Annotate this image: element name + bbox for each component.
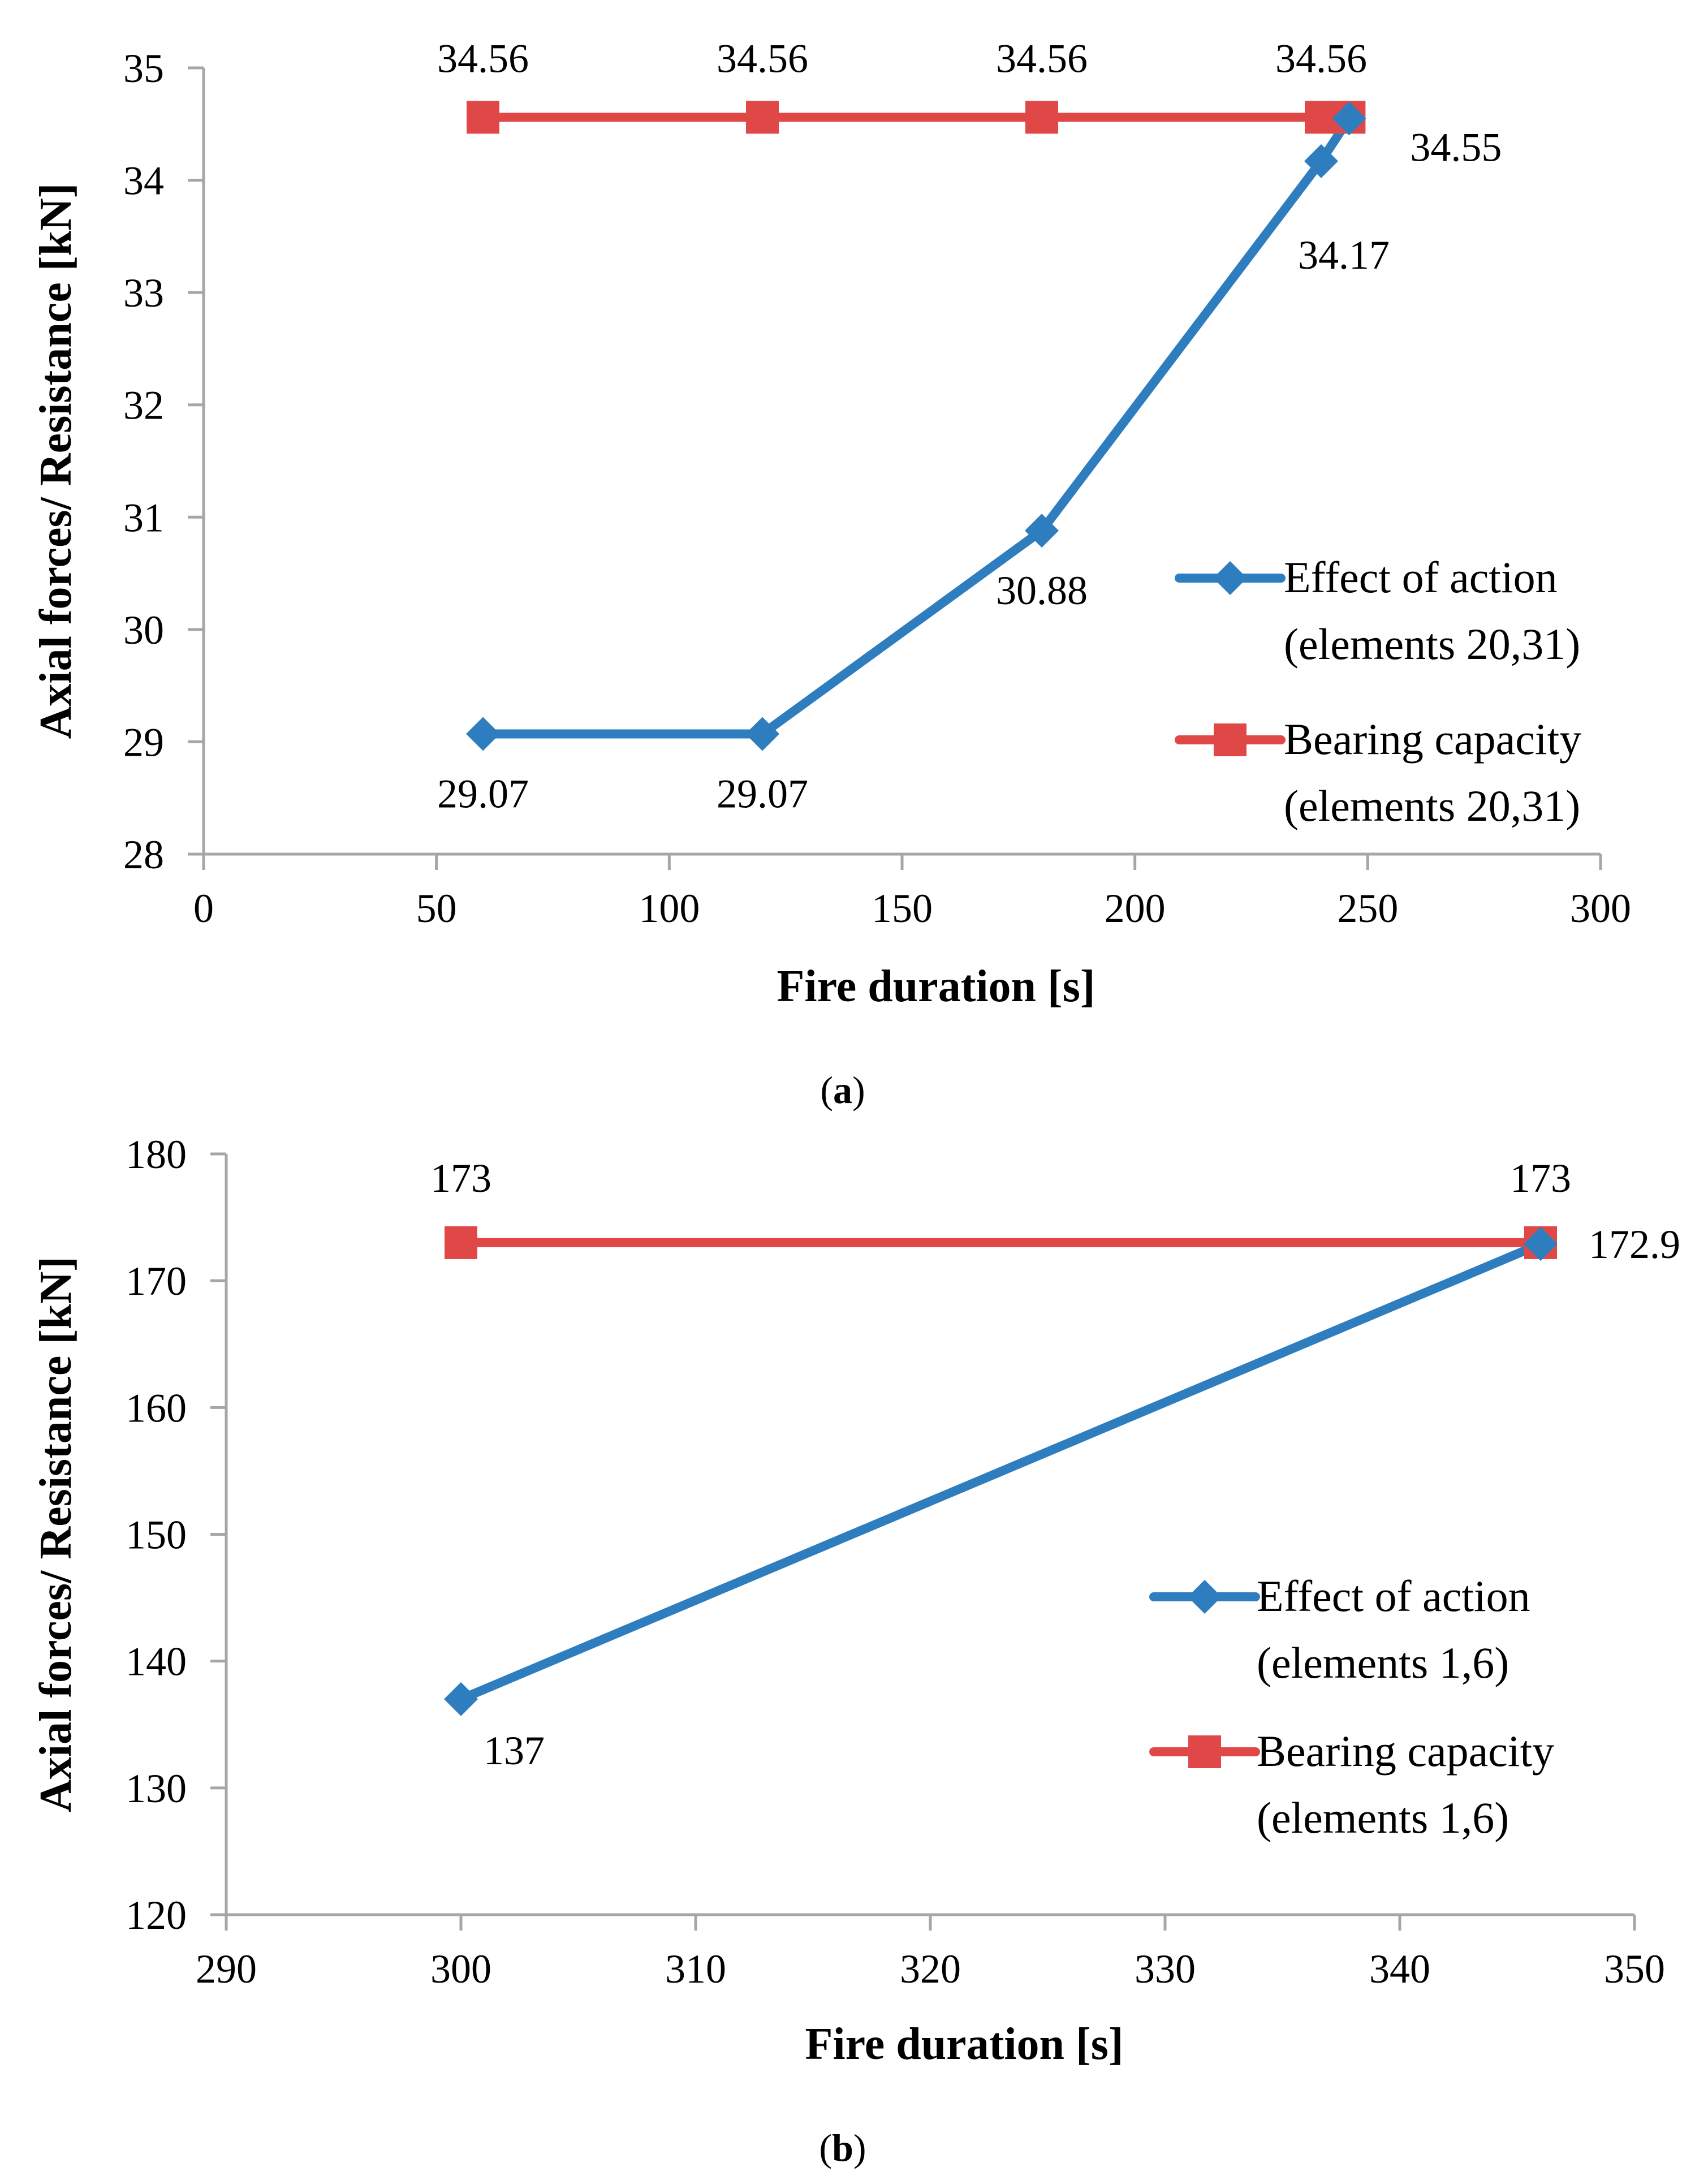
panel-label-open: ( — [819, 2126, 832, 2169]
legend-marker-capacity — [1188, 1735, 1221, 1768]
x-tick-label: 0 — [193, 886, 214, 931]
legend-sublabel-capacity: (elements 20,31) — [1284, 781, 1580, 830]
chart-panel-b: 120 130 140 150 160 170 180 290 300 310 320 330 340 3… — [31, 1132, 1680, 2169]
x-tick-label: 290 — [196, 1946, 257, 1992]
data-label-effect: 137 — [484, 1728, 545, 1773]
y-tick-label: 160 — [126, 1385, 187, 1431]
panel-label-close: ) — [852, 1069, 865, 1111]
series-line-effect — [456, 1239, 1545, 1704]
y-tick-label: 130 — [126, 1766, 187, 1811]
x-tick-label: 250 — [1337, 886, 1398, 931]
panel-label: (b) — [819, 2126, 866, 2169]
y-tick-label: 32 — [123, 383, 164, 428]
y-axis-title: Axial forces/ Resistance [kN] — [31, 1256, 81, 1812]
legend-sublabel-effect: (elements 20,31) — [1284, 619, 1580, 669]
marker-effect — [1025, 514, 1059, 548]
marker-effect — [745, 717, 779, 751]
x-tick-label: 100 — [639, 886, 700, 931]
x-tick-label: 330 — [1135, 1946, 1196, 1992]
y-tick-label: 31 — [123, 495, 164, 540]
panel-label-letter: a — [833, 1069, 852, 1111]
marker-capacity — [1305, 101, 1338, 134]
legend-marker-effect — [1213, 561, 1247, 595]
legend-item-effect: Effect of action (elements 20,31) — [1175, 553, 1580, 669]
data-label-effect: 29.07 — [437, 772, 529, 817]
legend-label-effect: Effect of action — [1257, 1571, 1530, 1621]
y-tick-label: 180 — [126, 1132, 187, 1177]
y-tick-label: 33 — [123, 270, 164, 316]
marker-capacity — [746, 101, 779, 134]
x-tick-label: 300 — [1570, 886, 1631, 931]
y-axis-title: Axial forces/ Resistance [kN] — [31, 183, 81, 739]
legend-label-capacity: Bearing capacity — [1257, 1726, 1554, 1776]
y-tick-label: 28 — [123, 832, 164, 877]
legend-label-capacity: Bearing capacity — [1284, 714, 1581, 764]
x-tick-label: 150 — [872, 886, 933, 931]
data-label-capacity: 173 — [1510, 1156, 1571, 1201]
y-tick-label: 120 — [126, 1893, 187, 1938]
y-tick-label: 150 — [126, 1513, 187, 1558]
data-label-effect: 34.17 — [1298, 232, 1390, 278]
data-label-capacity: 173 — [430, 1156, 491, 1201]
data-label-capacity: 34.56 — [437, 36, 529, 81]
legend-sublabel-capacity: (elements 1,6) — [1257, 1793, 1509, 1842]
marker-effect — [466, 717, 500, 751]
x-axis-title: Fire duration [s] — [805, 2019, 1124, 2069]
y-tick-label: 30 — [123, 608, 164, 653]
data-label-capacity: 34.56 — [996, 36, 1088, 81]
chart-panel-a: 28 29 30 31 32 33 34 35 0 50 100 150 200 250 300 Fire d… — [31, 36, 1631, 1111]
panel-label-letter: b — [832, 2126, 853, 2169]
x-tick-label: 340 — [1369, 1946, 1430, 1992]
data-label-effect: 34.55 — [1410, 124, 1502, 170]
x-tick-label: 300 — [430, 1946, 491, 1992]
panel-label-open: ( — [820, 1069, 833, 1111]
x-tick-label: 350 — [1604, 1946, 1665, 1992]
legend-item-capacity: Bearing capacity (elements 1,6) — [1149, 1726, 1554, 1842]
legend-label-effect: Effect of action — [1284, 553, 1558, 602]
x-axis-title: Fire duration [s] — [777, 962, 1095, 1011]
panel-label: (a) — [820, 1069, 865, 1111]
x-tick-label: 320 — [900, 1946, 961, 1992]
y-tick-label: 34 — [123, 158, 164, 204]
legend-item-capacity: Bearing capacity (elements 20,31) — [1175, 714, 1581, 830]
data-label-effect: 30.88 — [996, 568, 1088, 613]
data-label-effect: 172.9 — [1589, 1222, 1680, 1267]
data-label-effect: 29.07 — [717, 772, 808, 817]
marker-effect — [1524, 1227, 1558, 1261]
marker-effect — [1332, 101, 1366, 136]
y-tick-label: 170 — [126, 1259, 187, 1304]
x-tick-label: 50 — [416, 886, 457, 931]
marker-effect — [444, 1682, 478, 1716]
legend-marker-effect — [1188, 1580, 1222, 1614]
marker-capacity — [467, 101, 499, 134]
data-label-capacity: 34.56 — [1275, 36, 1367, 81]
y-tick-label: 29 — [123, 720, 164, 765]
marker-effect — [1304, 144, 1338, 178]
legend-item-effect: Effect of action (elements 1,6) — [1149, 1571, 1530, 1687]
legend-marker-capacity — [1214, 723, 1247, 756]
marker-capacity — [1025, 101, 1058, 134]
x-tick-label: 200 — [1105, 886, 1166, 931]
legend-sublabel-effect: (elements 1,6) — [1257, 1638, 1509, 1687]
marker-capacity — [445, 1226, 477, 1259]
y-tick-label: 35 — [123, 46, 164, 91]
x-tick-label: 310 — [665, 1946, 726, 1992]
data-label-capacity: 34.56 — [717, 36, 808, 81]
y-tick-label: 140 — [126, 1639, 187, 1684]
panel-label-close: ) — [853, 2126, 866, 2169]
